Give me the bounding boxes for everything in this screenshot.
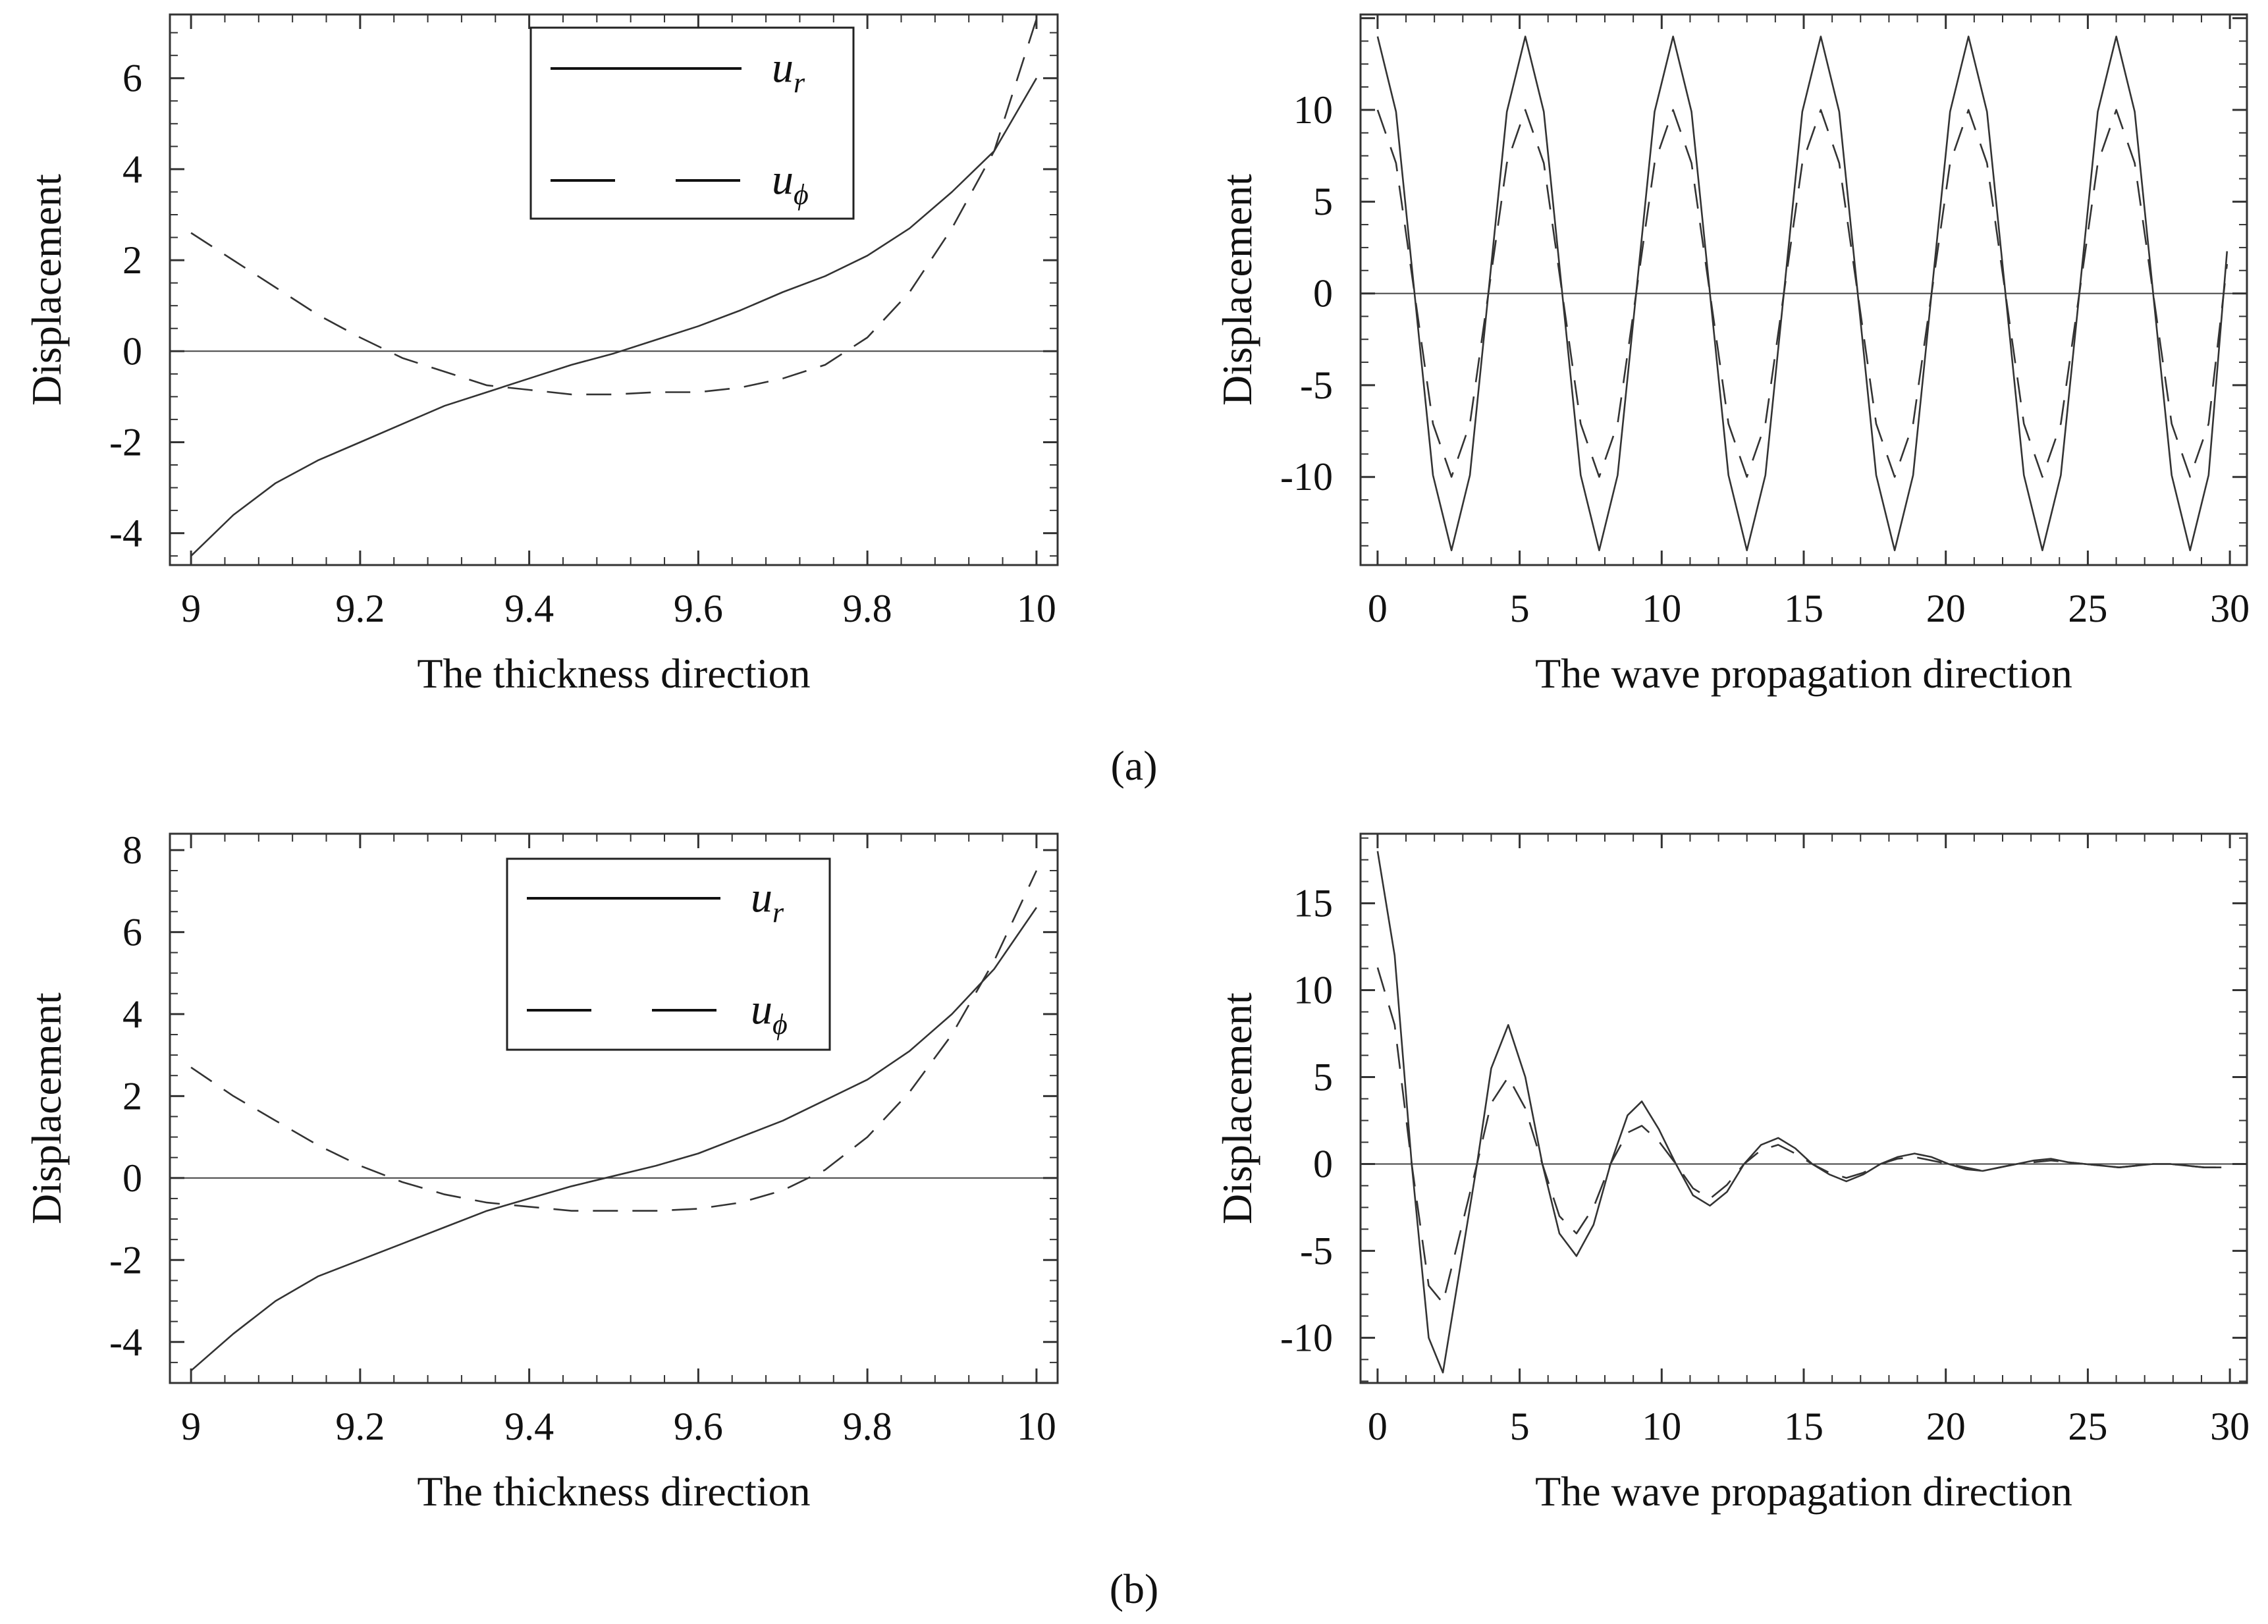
x-tick-label-a-left: 9.4 (504, 587, 554, 630)
y-axis-label-a-right: Displacement (1214, 174, 1260, 406)
y-tick-label-a-left: 6 (122, 57, 142, 100)
y-tick-label-a-right: 5 (1313, 180, 1333, 223)
legend-a-dashed-label: uϕ (772, 155, 809, 211)
x-axis-label-a-left: The thickness direction (417, 650, 810, 697)
legend-b: ur uϕ (506, 857, 831, 1051)
y-tick-label-b-right: -5 (1300, 1229, 1333, 1272)
x-tick-label-b-left: 9.8 (843, 1405, 892, 1448)
series-u_r-a-left (190, 78, 1038, 557)
legend-a-box (529, 26, 855, 220)
series-u_r-b-left (190, 907, 1037, 1372)
y-tick-label-a-left: 2 (122, 238, 142, 282)
y-tick-label-b-right: -10 (1280, 1316, 1333, 1359)
series-u_phi-b-left (190, 870, 1038, 1212)
y-tick-label-b-right: 10 (1293, 969, 1333, 1012)
x-tick-label-a-left: 9 (181, 587, 201, 630)
x-tick-label-b-right: 25 (2068, 1405, 2107, 1448)
plot-frame-a-left (169, 13, 1059, 566)
y-tick-label-a-left: -4 (109, 512, 142, 555)
series-u_r-a-right (1376, 36, 2228, 552)
x-tick-label-a-left: 9.8 (843, 587, 892, 630)
x-tick-label-b-left: 10 (1017, 1405, 1056, 1448)
y-tick-label-b-right: 15 (1293, 882, 1333, 925)
y-axis-label-a-left: Displacement (23, 174, 70, 406)
y-tick-label-b-left: 2 (122, 1074, 142, 1118)
x-tick-label-b-right: 20 (1926, 1405, 1966, 1448)
series-u_phi-b-right (1376, 967, 2222, 1304)
series-u_phi-a-right (1376, 109, 2228, 478)
x-tick-label-a-left: 10 (1017, 587, 1056, 630)
x-tick-label-a-right: 20 (1926, 587, 1966, 630)
x-tick-label-b-right: 30 (2210, 1405, 2250, 1448)
panel-label-a: (a) (1110, 742, 1157, 789)
legend-a: ur uϕ (529, 26, 855, 220)
y-tick-label-b-left: 0 (122, 1156, 142, 1200)
x-tick-label-a-right: 10 (1642, 587, 1681, 630)
y-tick-label-a-right: -5 (1300, 364, 1333, 407)
legend-a-solid-label: ur (772, 43, 805, 99)
x-tick-label-b-right: 0 (1368, 1405, 1388, 1448)
y-tick-label-b-left: 6 (122, 910, 142, 954)
plot-frame-b-left (169, 832, 1059, 1384)
legend-b-dashed-label: uϕ (751, 985, 788, 1041)
y-tick-label-a-left: -2 (109, 420, 142, 464)
y-tick-label-a-left: 4 (122, 148, 142, 191)
y-tick-label-b-left: 4 (122, 992, 142, 1036)
x-tick-label-a-right: 5 (1510, 587, 1530, 630)
x-tick-label-b-right: 10 (1642, 1405, 1681, 1448)
plot-frame-b-right (1359, 832, 2248, 1384)
x-tick-label-a-right: 0 (1368, 587, 1388, 630)
y-axis-label-b-right: Displacement (1214, 992, 1260, 1224)
x-tick-label-b-left: 9 (181, 1405, 201, 1448)
y-tick-label-b-right: 0 (1313, 1142, 1333, 1185)
y-tick-label-a-right: 0 (1313, 272, 1333, 315)
y-axis-label-b-left: Displacement (23, 992, 70, 1224)
x-axis-label-b-right: The wave propagation direction (1535, 1468, 2072, 1515)
y-tick-label-b-left: -2 (109, 1238, 142, 1282)
x-tick-label-b-left: 9.2 (335, 1405, 385, 1448)
x-tick-label-a-right: 25 (2068, 587, 2107, 630)
x-tick-label-b-left: 9.6 (674, 1405, 723, 1448)
x-tick-label-a-right: 15 (1784, 587, 1823, 630)
chart-b-left: 9 9.2 9.4 9.6 9.8 10 -4 -2 0 2 4 6 8 The thickness di… (23, 828, 1059, 1515)
y-tick-label-b-right: 5 (1313, 1055, 1333, 1098)
x-tick-label-a-left: 9.6 (674, 587, 723, 630)
y-tick-label-a-left: 0 (122, 329, 142, 373)
y-tick-label-b-left: -4 (109, 1320, 142, 1364)
y-tick-label-a-right: 10 (1293, 88, 1333, 132)
chart-a-left: 9 9.2 9.4 9.6 9.8 10 -4 -2 0 2 4 6 The thickness dir… (23, 13, 1059, 697)
legend-b-solid-label: ur (751, 873, 784, 929)
plot-frame-a-right (1359, 13, 2248, 566)
panel-label-b: (b) (1110, 1565, 1159, 1612)
chart-a-right: 0 5 10 15 20 25 30 -10 -5 0 5 10 The wave propagatio… (1214, 13, 2250, 697)
x-tick-label-a-right: 30 (2210, 587, 2250, 630)
chart-b-right: 0 5 10 15 20 25 30 -10 -5 0 5 10 15 The wave propagat… (1214, 832, 2250, 1515)
legend-b-box (506, 857, 831, 1051)
series-u_phi-a-left (190, 18, 1038, 396)
y-tick-label-b-left: 8 (122, 828, 142, 872)
series-u_r-b-right (1376, 851, 2222, 1374)
x-tick-label-a-left: 9.2 (335, 587, 385, 630)
y-tick-label-a-right: -10 (1280, 455, 1333, 499)
x-tick-label-b-left: 9.4 (504, 1405, 554, 1448)
x-axis-label-b-left: The thickness direction (417, 1468, 810, 1515)
x-tick-label-b-right: 15 (1784, 1405, 1823, 1448)
x-axis-label-a-right: The wave propagation direction (1535, 650, 2072, 697)
x-tick-label-b-right: 5 (1510, 1405, 1530, 1448)
